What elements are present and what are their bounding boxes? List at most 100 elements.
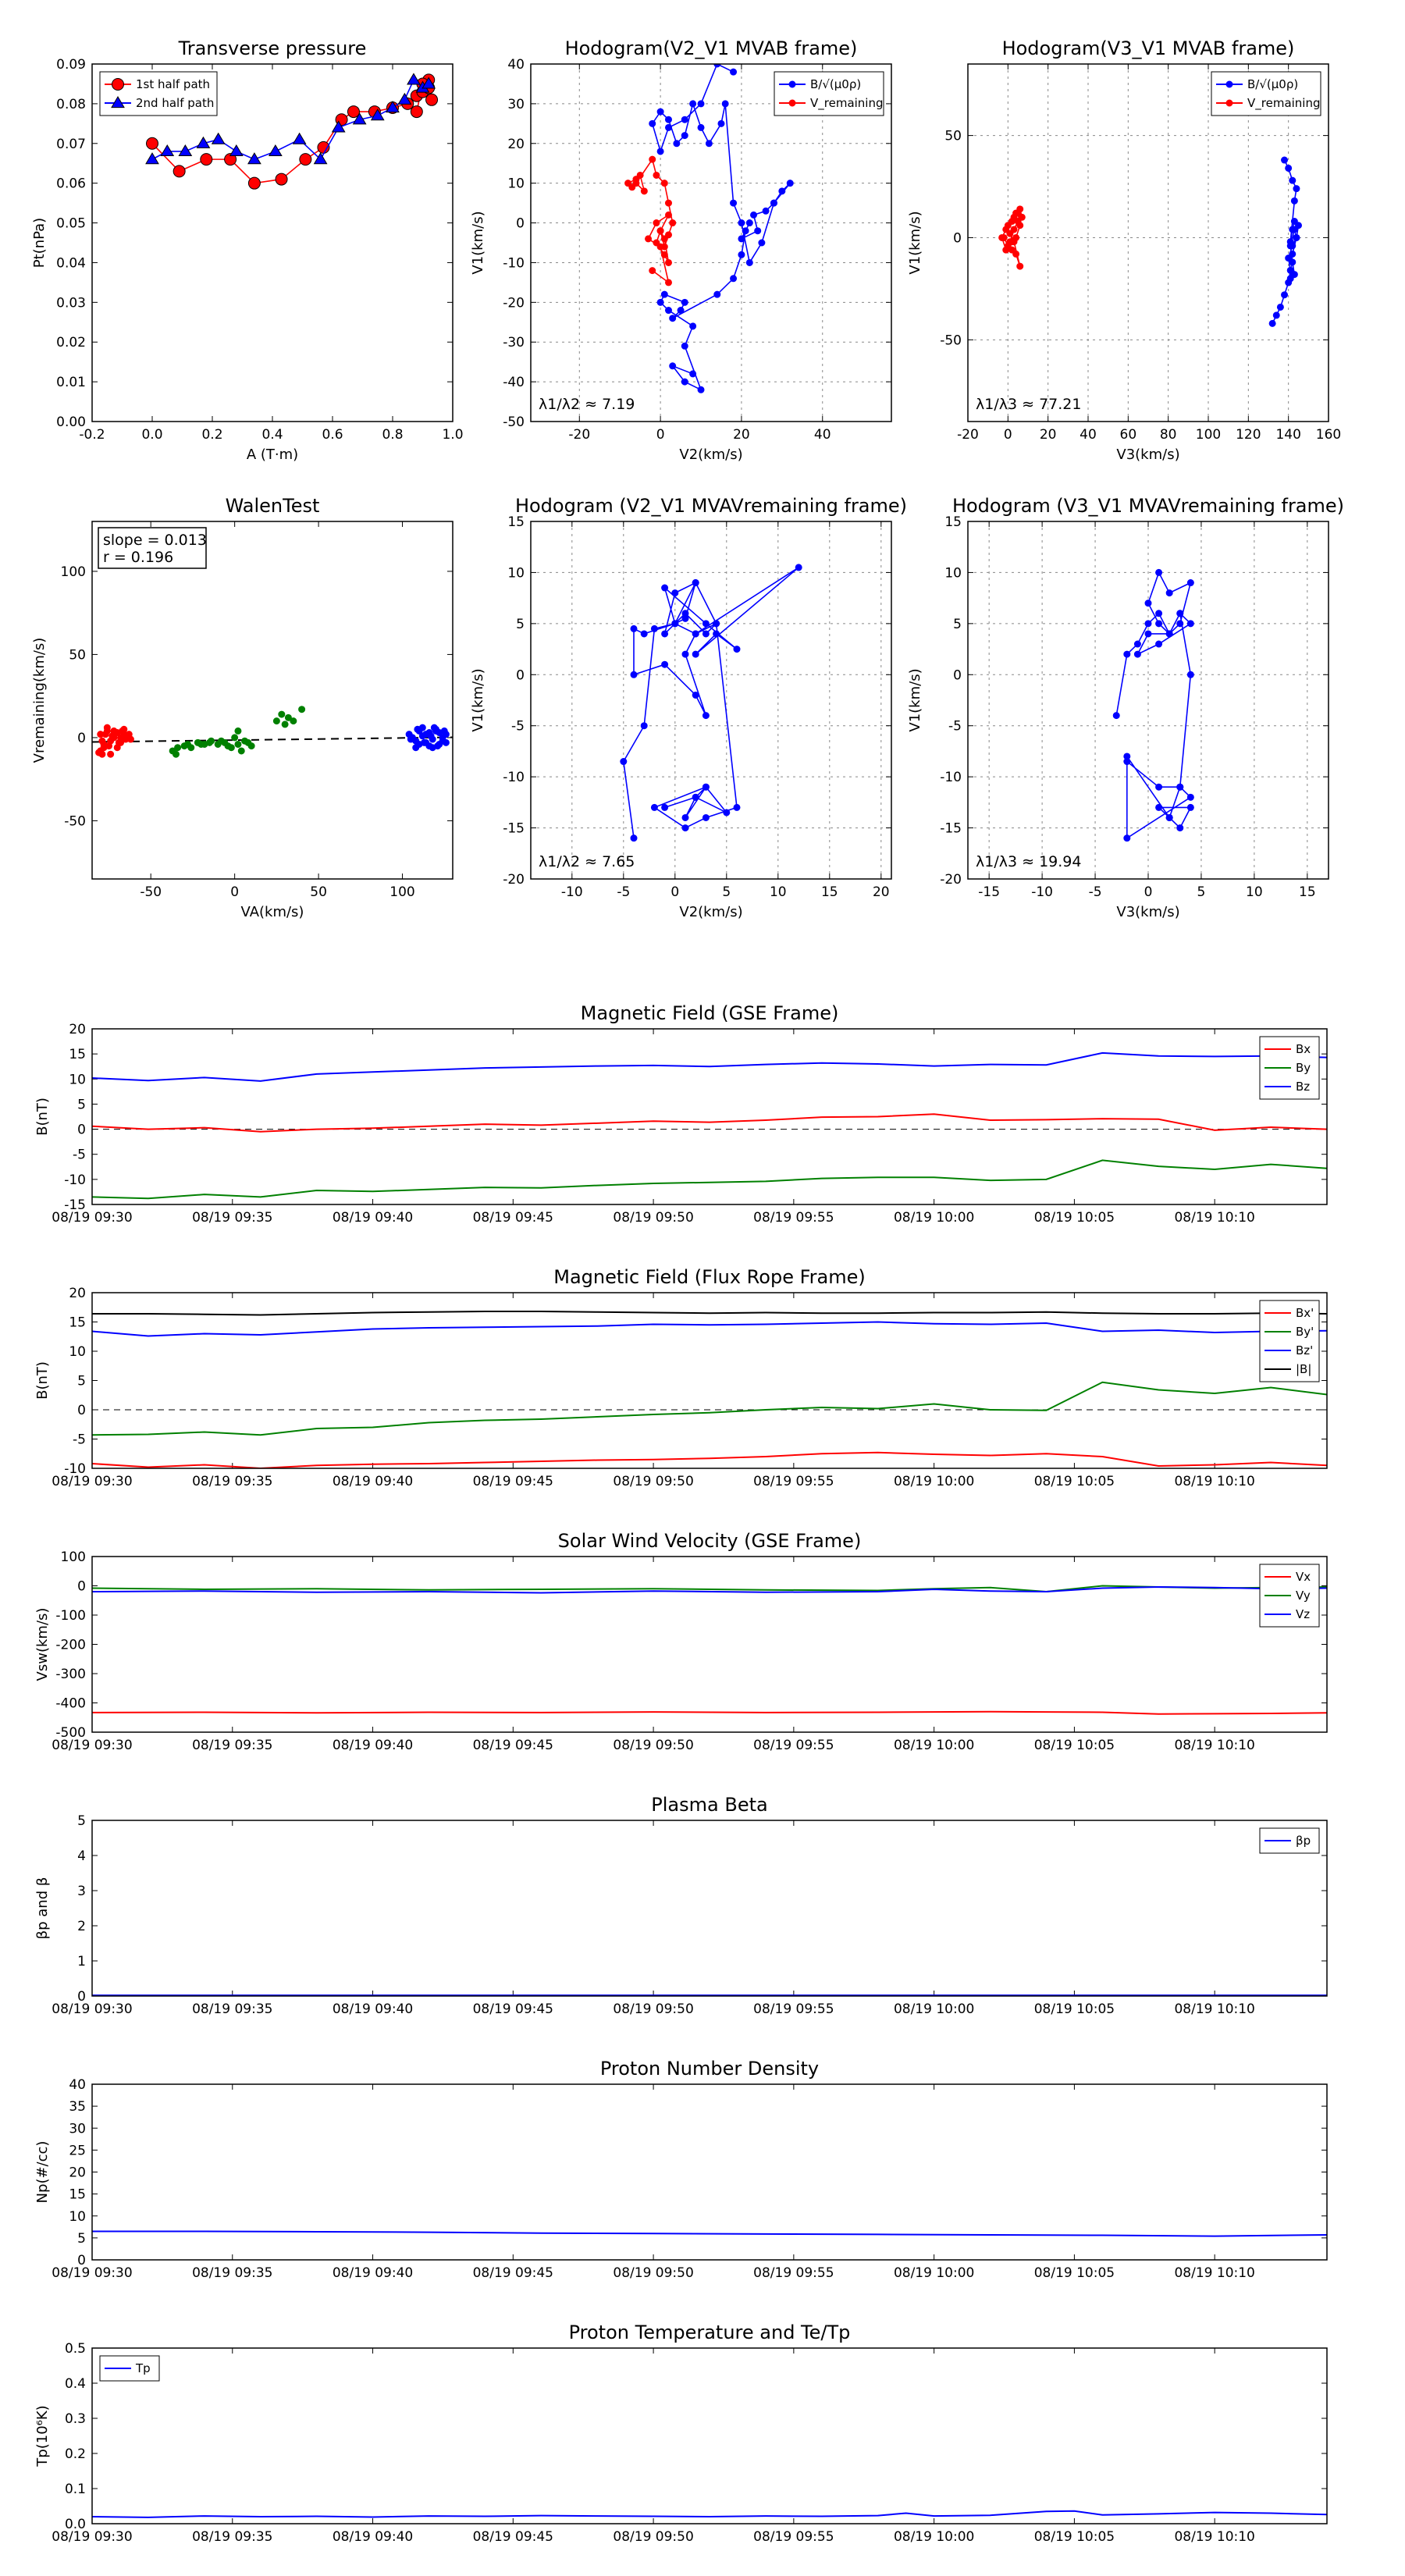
data-point (681, 132, 688, 140)
data-point (407, 73, 421, 85)
x-tick-label: -0.2 (79, 427, 105, 443)
legend: βp (1259, 1827, 1320, 1854)
plot-frame (530, 63, 892, 422)
data-point (1018, 213, 1026, 221)
data-point (705, 140, 713, 148)
x-tick-label: 160 (1316, 427, 1341, 443)
data-point (692, 579, 699, 587)
series-bx--line (92, 1451, 1327, 1468)
x-tick-label: 0.6 (322, 427, 343, 443)
x-tick-label: 0 (656, 427, 665, 443)
plot-area (92, 1585, 1327, 1715)
x-tick-label: 08/19 09:50 (613, 1738, 693, 1753)
y-tick-label: 15 (944, 514, 962, 530)
legend-label: B/√(μ0ρ) (1247, 77, 1298, 91)
data-point (440, 727, 448, 735)
data-point (107, 750, 115, 758)
data-point (1123, 834, 1131, 842)
y-tick-label: 20 (69, 2165, 86, 2181)
data-point (172, 750, 180, 758)
x-tick-label: 08/19 10:05 (1034, 1474, 1115, 1489)
x-tick-label: 0.8 (382, 427, 403, 443)
data-point (664, 123, 672, 131)
x-tick-label: 50 (310, 884, 327, 900)
data-point (669, 362, 677, 370)
data-point (697, 123, 705, 131)
data-point (1144, 630, 1152, 638)
y-tick-label: 10 (507, 565, 525, 581)
y-tick-label: 20 (69, 1286, 86, 1301)
data-point (1014, 209, 1022, 217)
legend-label: 2nd half path (136, 96, 214, 110)
data-point (689, 322, 697, 330)
x-tick-label: 08/19 10:05 (1034, 2529, 1115, 2545)
data-point (1286, 266, 1294, 274)
x-tick-label: 08/19 09:40 (333, 2529, 413, 2545)
x-axis-label: V3(km/s) (1116, 447, 1179, 463)
y-tick-label: 15 (69, 2187, 86, 2203)
x-axis-label: V2(km/s) (679, 447, 742, 463)
data-point (422, 76, 436, 89)
y-tick-label: 5 (77, 1813, 86, 1829)
data-point (632, 180, 640, 187)
x-tick-label: 08/19 09:30 (52, 2529, 132, 2545)
y-axis-label: βp and β (34, 1877, 51, 1940)
data-point (237, 747, 245, 755)
data-point (620, 758, 628, 766)
y-axis-label: Vsw(km/s) (34, 1608, 51, 1681)
data-point (442, 738, 450, 746)
data-point (410, 105, 423, 119)
x-tick-label: 80 (1160, 427, 1177, 443)
x-tick-label: 08/19 10:10 (1174, 1474, 1254, 1489)
y-tick-label: 0.05 (56, 216, 86, 232)
y-axis-label: Np(#/cc) (34, 2141, 51, 2204)
y-tick-label: 35 (69, 2099, 86, 2115)
y-tick-label: -15 (503, 821, 525, 837)
data-point (1285, 164, 1293, 172)
data-point (1293, 233, 1300, 241)
data-point (661, 630, 669, 638)
data-point (677, 307, 685, 315)
series-b-0--line (651, 64, 791, 391)
y-tick-label: -500 (55, 1725, 86, 1741)
data-point (160, 144, 175, 157)
data-point (681, 342, 688, 350)
y-tick-label: -10 (940, 770, 962, 785)
x-tick-label: -15 (978, 884, 1000, 900)
y-tick-label: 5 (77, 2231, 86, 2247)
y-tick-label: 0.08 (56, 97, 86, 112)
x-tick-label: 08/19 09:50 (613, 1210, 693, 1226)
data-point (112, 729, 119, 737)
data-point (998, 233, 1006, 241)
data-point (713, 64, 721, 68)
chart-h21: Hodogram(V2_V1 MVAB frame) -20 0 20 40 -50 -40… (470, 37, 892, 463)
x-axis-label: A (T·m) (247, 447, 298, 463)
data-point (664, 211, 672, 219)
plot-frame (91, 2347, 1328, 2524)
data-point (778, 187, 786, 195)
data-point (1176, 620, 1184, 628)
y-tick-label: 100 (61, 564, 86, 580)
data-point (224, 153, 237, 166)
data-point (1165, 589, 1173, 597)
y-tick-label: 0 (77, 1403, 86, 1418)
data-point (313, 152, 328, 165)
series-bz--line (92, 1321, 1327, 1337)
y-tick-label: 0.5 (65, 2341, 86, 2357)
annotation-frame (98, 527, 207, 569)
x-tick-label: 5 (1197, 884, 1206, 900)
data-point (1272, 311, 1280, 319)
data-point (653, 171, 660, 179)
data-point (98, 737, 106, 745)
x-tick-label: 0.0 (141, 427, 162, 443)
chart-bfr: Magnetic Field (Flux Rope Frame) 08/19 09… (34, 1266, 1328, 1489)
y-tick-label: -30 (503, 335, 525, 350)
plot-frame (91, 2083, 1328, 2261)
y-tick-label: 30 (69, 2121, 86, 2137)
y-tick-label: -10 (503, 770, 525, 785)
data-point (352, 112, 367, 125)
chart-title: Hodogram(V3_V1 MVAB frame) (1002, 37, 1295, 59)
legend-marker (112, 78, 124, 91)
data-point (742, 227, 749, 235)
